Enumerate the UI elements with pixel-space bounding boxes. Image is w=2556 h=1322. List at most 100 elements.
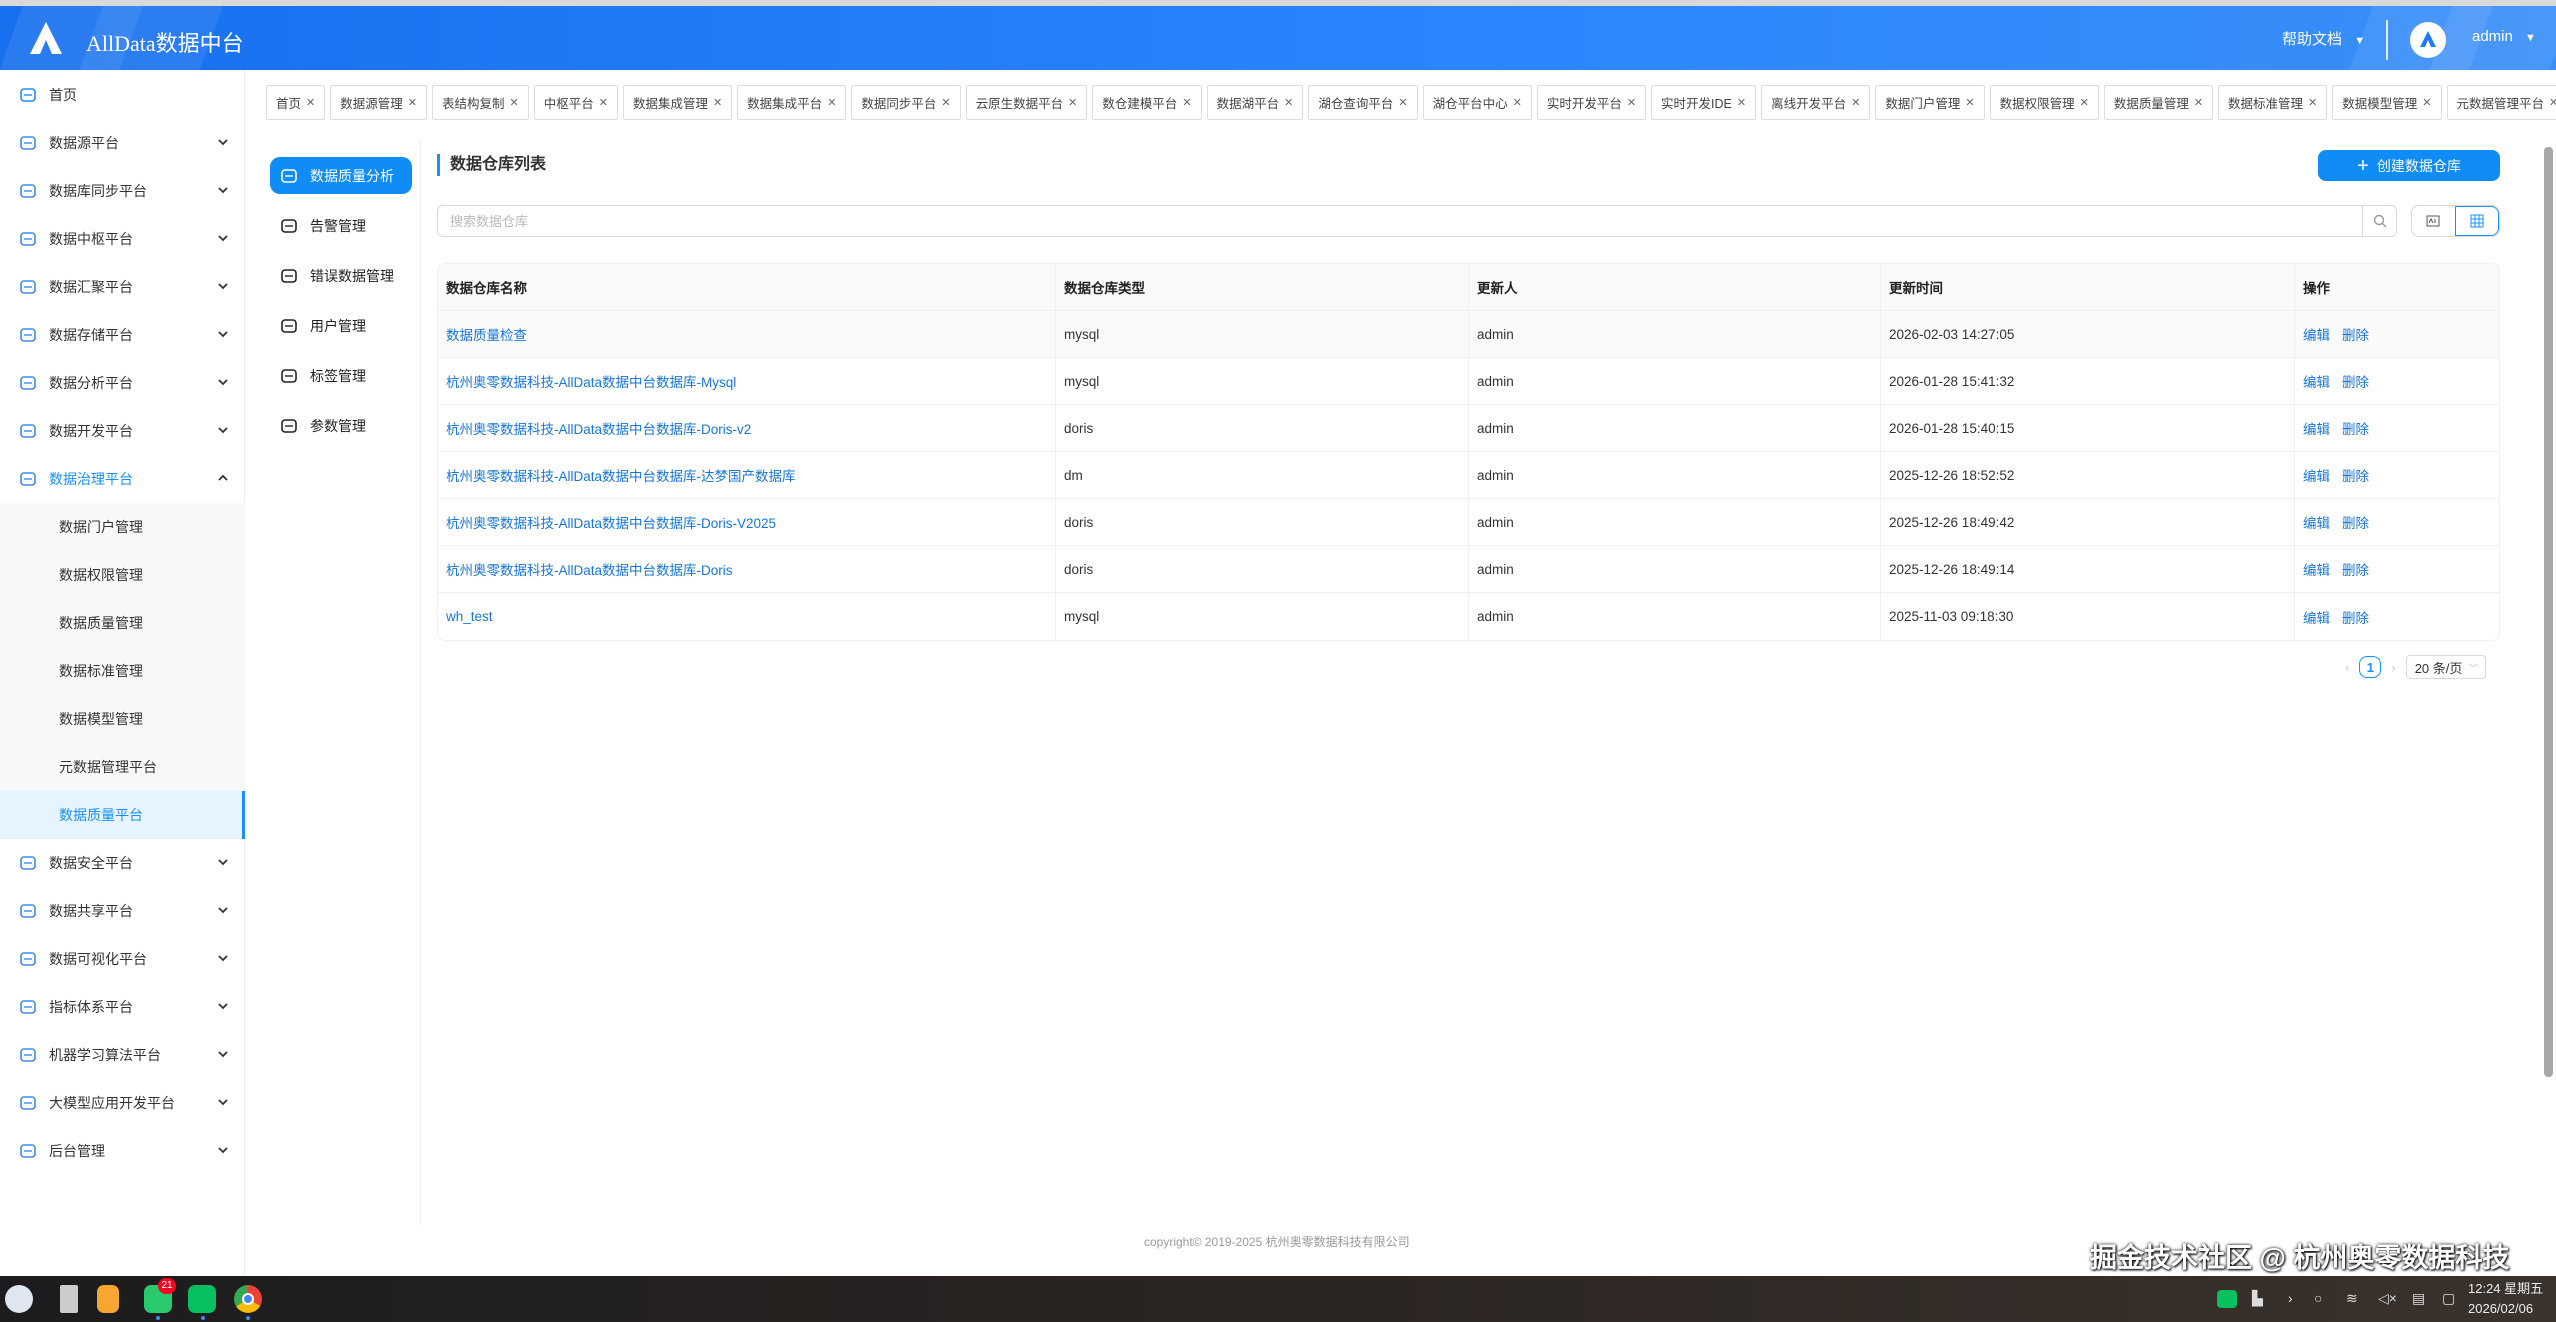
notification-icon[interactable]: ▢ bbox=[2442, 1290, 2456, 1306]
close-icon[interactable]: ✕ bbox=[1851, 97, 1861, 109]
close-icon[interactable]: ✕ bbox=[509, 97, 519, 109]
close-icon[interactable]: ✕ bbox=[2422, 97, 2432, 109]
search-button[interactable] bbox=[2362, 206, 2396, 236]
close-icon[interactable]: ✕ bbox=[407, 97, 417, 109]
close-icon[interactable]: ✕ bbox=[1512, 97, 1522, 109]
sidebar-item[interactable]: 后台管理 bbox=[0, 1127, 245, 1175]
edit-button[interactable]: 编辑 bbox=[2303, 328, 2330, 343]
tab[interactable]: 数据集成平台 ✕ bbox=[737, 85, 847, 120]
sidebar-subitem[interactable]: 数据模型管理 bbox=[0, 695, 245, 743]
warehouse-name-link[interactable]: 杭州奥零数据科技-AllData数据中台数据库-Mysql bbox=[446, 375, 737, 390]
tab[interactable]: 实时开发IDE ✕ bbox=[1651, 85, 1757, 120]
sidebar-subitem[interactable]: 数据权限管理 bbox=[0, 551, 245, 599]
wifi-icon[interactable]: ≋ bbox=[2346, 1290, 2358, 1306]
avatar[interactable] bbox=[2410, 22, 2446, 58]
delete-button[interactable]: 删除 bbox=[2342, 516, 2369, 531]
close-icon[interactable]: ✕ bbox=[2193, 97, 2204, 109]
tray-wechat-icon[interactable] bbox=[2217, 1290, 2237, 1308]
edit-button[interactable]: 编辑 bbox=[2303, 516, 2330, 531]
edit-button[interactable]: 编辑 bbox=[2303, 469, 2330, 484]
warehouse-name-link[interactable]: 杭州奥零数据科技-AllData数据中台数据库-Doris-v2 bbox=[446, 422, 752, 437]
tab[interactable]: 数仓建模平台 ✕ bbox=[1092, 85, 1202, 120]
sidebar-item[interactable]: 数据库同步平台 bbox=[0, 167, 245, 215]
tab[interactable]: 中枢平台 ✕ bbox=[533, 85, 618, 120]
submenu-item[interactable]: 数据质量分析 bbox=[270, 157, 412, 194]
create-warehouse-button[interactable]: + 创建数据仓库 bbox=[2318, 150, 2500, 181]
sidebar-item[interactable]: 数据安全平台 bbox=[0, 839, 245, 887]
tab[interactable]: 离线开发平台 ✕ bbox=[1761, 85, 1871, 120]
warehouse-name-link[interactable]: 杭州奥零数据科技-AllData数据中台数据库-Doris-V2025 bbox=[446, 516, 777, 531]
close-icon[interactable]: ✕ bbox=[2549, 97, 2556, 109]
edit-button[interactable]: 编辑 bbox=[2303, 422, 2330, 437]
tab[interactable]: 数据质量管理 ✕ bbox=[2103, 85, 2214, 120]
sidebar-item[interactable]: 机器学习算法平台 bbox=[0, 1031, 245, 1079]
sidebar-item[interactable]: 首页 bbox=[0, 71, 245, 119]
close-icon[interactable]: ✕ bbox=[1736, 97, 1747, 109]
sidebar-item[interactable]: 数据可视化平台 bbox=[0, 935, 245, 983]
card-view-button[interactable] bbox=[2412, 206, 2455, 236]
close-icon[interactable]: ✕ bbox=[827, 97, 837, 109]
prev-page-icon[interactable]: ‹ bbox=[2345, 659, 2350, 675]
sidebar-item[interactable]: 数据汇聚平台 bbox=[0, 263, 245, 311]
tab[interactable]: 数据集成管理 ✕ bbox=[622, 85, 733, 120]
edit-button[interactable]: 编辑 bbox=[2303, 375, 2330, 390]
delete-button[interactable]: 删除 bbox=[2342, 422, 2369, 437]
launcher-icon[interactable] bbox=[5, 1285, 33, 1313]
delete-button[interactable]: 删除 bbox=[2342, 610, 2369, 626]
tab[interactable]: 元数据管理平台 ✕ bbox=[2446, 85, 2556, 120]
page-1-button[interactable]: 1 bbox=[2359, 656, 2382, 678]
sidebar-subitem[interactable]: 数据门户管理 bbox=[0, 503, 245, 551]
close-icon[interactable]: ✕ bbox=[2079, 97, 2089, 109]
app-orange-icon[interactable] bbox=[97, 1285, 119, 1313]
user-menu[interactable]: admin ▼ bbox=[2472, 28, 2536, 45]
sidebar-item[interactable]: 数据中枢平台 bbox=[0, 215, 245, 263]
tab[interactable]: 湖仓平台中心 ✕ bbox=[1422, 85, 1532, 120]
close-icon[interactable]: ✕ bbox=[306, 97, 316, 109]
tab[interactable]: 数据模型管理 ✕ bbox=[2332, 85, 2442, 120]
sidebar-subitem[interactable]: 元数据管理平台 bbox=[0, 743, 245, 791]
page-scrollbar[interactable] bbox=[2544, 147, 2553, 1077]
sidebar-item[interactable]: 数据分析平台 bbox=[0, 359, 245, 407]
tab[interactable]: 数据门户管理 ✕ bbox=[1875, 85, 1985, 120]
tab[interactable]: 数据湖平台 ✕ bbox=[1206, 85, 1304, 120]
sidebar-subitem[interactable]: 数据质量平台 bbox=[0, 791, 245, 839]
warehouse-name-link[interactable]: wh_test bbox=[446, 609, 493, 624]
submenu-item[interactable]: 用户管理 bbox=[270, 307, 412, 344]
page-size-select[interactable]: 20 条/页 ﹀ bbox=[2405, 655, 2486, 679]
sidebar-item[interactable]: 数据治理平台 bbox=[0, 455, 245, 503]
tab[interactable]: 数据源管理 ✕ bbox=[330, 85, 427, 120]
tab[interactable]: 表结构复制 ✕ bbox=[431, 85, 529, 120]
edit-button[interactable]: 编辑 bbox=[2303, 610, 2330, 626]
search-input[interactable] bbox=[438, 206, 2362, 236]
tab[interactable]: 湖仓查询平台 ✕ bbox=[1308, 85, 1418, 120]
table-view-button[interactable] bbox=[2454, 206, 2499, 236]
delete-button[interactable]: 删除 bbox=[2342, 469, 2369, 484]
tab[interactable]: 首页 ✕ bbox=[266, 85, 326, 120]
chrome-icon[interactable] bbox=[234, 1285, 262, 1313]
sidebar-item[interactable]: 数据共享平台 bbox=[0, 887, 245, 935]
close-icon[interactable]: ✕ bbox=[1965, 97, 1975, 109]
close-icon[interactable]: ✕ bbox=[1068, 97, 1078, 109]
delete-button[interactable]: 删除 bbox=[2342, 375, 2369, 390]
edit-button[interactable]: 编辑 bbox=[2303, 563, 2330, 578]
sidebar-item[interactable]: 指标体系平台 bbox=[0, 983, 245, 1031]
next-page-icon[interactable]: › bbox=[2391, 659, 2396, 675]
submenu-item[interactable]: 告警管理 bbox=[270, 207, 412, 244]
help-docs-dropdown[interactable]: 帮助文档 ▼ bbox=[2282, 28, 2365, 49]
tab[interactable]: 数据权限管理 ✕ bbox=[1989, 85, 2099, 120]
multitask-icon[interactable] bbox=[60, 1285, 78, 1313]
tray-bookmark-icon[interactable]: ▙ bbox=[2252, 1290, 2263, 1306]
volume-muted-icon[interactable]: ◁× bbox=[2378, 1290, 2397, 1306]
tray-expand-icon[interactable]: › bbox=[2288, 1290, 2293, 1306]
close-icon[interactable]: ✕ bbox=[1284, 97, 1294, 109]
submenu-item[interactable]: 错误数据管理 bbox=[270, 257, 412, 294]
warehouse-name-link[interactable]: 数据质量检查 bbox=[446, 328, 527, 343]
close-icon[interactable]: ✕ bbox=[598, 97, 608, 109]
wechat-icon[interactable] bbox=[188, 1285, 216, 1313]
tab[interactable]: 实时开发平台 ✕ bbox=[1536, 85, 1647, 120]
delete-button[interactable]: 删除 bbox=[2342, 328, 2369, 343]
sidebar-subitem[interactable]: 数据标准管理 bbox=[0, 647, 245, 695]
sidebar-item[interactable]: 数据源平台 bbox=[0, 119, 245, 167]
tab[interactable]: 数据标准管理 ✕ bbox=[2218, 85, 2328, 120]
warehouse-name-link[interactable]: 杭州奥零数据科技-AllData数据中台数据库-达梦国产数据库 bbox=[446, 469, 796, 484]
